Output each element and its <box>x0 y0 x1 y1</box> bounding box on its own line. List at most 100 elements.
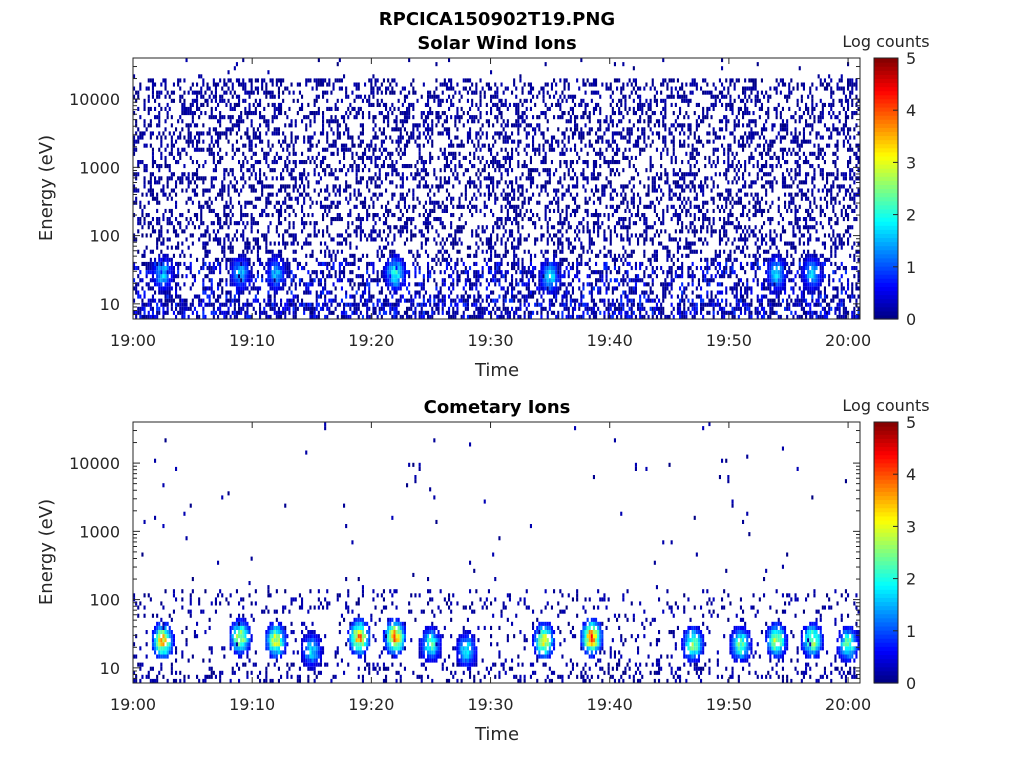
heatmap-cell <box>469 78 472 83</box>
heatmap-cell <box>368 147 371 152</box>
heatmap-cell <box>574 196 577 201</box>
heatmap-cell <box>544 278 547 283</box>
heatmap-cell <box>515 111 518 116</box>
heatmap-cell <box>584 208 587 213</box>
heatmap-cell <box>479 111 482 116</box>
heatmap-cell <box>496 115 499 120</box>
heatmap-cell <box>506 306 509 311</box>
heatmap-cell <box>399 192 402 197</box>
heatmap-cell <box>170 123 173 128</box>
heatmap-cell <box>586 151 589 156</box>
heatmap-cell <box>374 172 377 177</box>
heatmap-cell <box>248 274 251 279</box>
heatmap-cell <box>475 286 478 291</box>
heatmap-cell <box>422 278 425 283</box>
heatmap-cell <box>433 200 436 205</box>
heatmap-cell <box>217 139 220 144</box>
heatmap-cell <box>450 302 453 307</box>
heatmap-cell <box>406 192 409 197</box>
heatmap-cell <box>221 115 224 120</box>
heatmap-cell <box>353 253 356 258</box>
heatmap-cell <box>435 78 438 83</box>
heatmap-cell <box>183 90 186 95</box>
heatmap-cell <box>368 294 371 299</box>
heatmap-cell <box>475 314 478 319</box>
heatmap-cell <box>471 282 474 287</box>
heatmap-cell <box>504 204 507 209</box>
heatmap-cell <box>414 139 417 144</box>
heatmap-cell <box>305 302 308 307</box>
heatmap-cell <box>466 131 469 136</box>
heatmap-cell <box>263 184 266 189</box>
heatmap-cell <box>149 266 152 271</box>
heatmap-cell <box>290 302 293 307</box>
heatmap-cell <box>389 278 392 283</box>
heatmap-cell <box>460 115 463 120</box>
heatmap-cell <box>265 314 268 319</box>
heatmap-cell <box>412 90 415 95</box>
heatmap-cell <box>168 176 171 181</box>
heatmap-cell <box>208 233 211 238</box>
heatmap-cell <box>292 233 295 238</box>
heatmap-cell <box>416 282 419 287</box>
heatmap-cell <box>466 302 469 307</box>
heatmap-cell <box>567 270 570 275</box>
heatmap-cell <box>592 200 595 205</box>
heatmap-cell <box>492 160 495 165</box>
heatmap-cell <box>475 204 478 209</box>
heatmap-cell <box>292 221 295 226</box>
heatmap-cell <box>544 204 547 209</box>
heatmap-cell <box>332 131 335 136</box>
heatmap-cell <box>391 164 394 169</box>
heatmap-cell <box>246 261 249 266</box>
heatmap-cell <box>387 270 390 275</box>
heatmap-cell <box>330 200 333 205</box>
heatmap-cell <box>351 253 354 258</box>
heatmap-cell <box>550 266 553 271</box>
heatmap-cell <box>254 106 257 111</box>
heatmap-cell <box>403 298 406 303</box>
heatmap-cell <box>553 208 556 213</box>
heatmap-cell <box>525 176 528 181</box>
heatmap-cell <box>366 208 369 213</box>
heatmap-cell <box>175 261 178 266</box>
heatmap-cell <box>137 290 140 295</box>
heatmap-cell <box>250 278 253 283</box>
heatmap-cell <box>452 196 455 201</box>
heatmap-cell <box>353 257 356 262</box>
heatmap-cell <box>229 208 232 213</box>
heatmap-cell <box>223 253 226 258</box>
heatmap-cell <box>313 111 316 116</box>
heatmap-cell <box>559 180 562 185</box>
heatmap-cell <box>328 82 331 87</box>
heatmap-cell <box>149 172 152 177</box>
heatmap-cell <box>135 314 138 319</box>
heatmap-cell <box>294 176 297 181</box>
heatmap-cell <box>529 257 532 262</box>
heatmap-cell <box>597 127 600 132</box>
heatmap-cell <box>498 266 501 271</box>
heatmap-cell <box>448 274 451 279</box>
heatmap-cell <box>164 147 167 152</box>
heatmap-cell <box>511 196 514 201</box>
heatmap-cell <box>326 131 329 136</box>
heatmap-cell <box>588 196 591 201</box>
heatmap-cell <box>391 172 394 177</box>
heatmap-cell <box>359 294 362 299</box>
heatmap-cell <box>504 310 507 315</box>
heatmap-cell <box>351 151 354 156</box>
heatmap-cell <box>456 241 459 246</box>
heatmap-cell <box>141 306 144 311</box>
heatmap-cell <box>303 282 306 287</box>
heatmap-cell <box>166 290 169 295</box>
heatmap-cell <box>351 310 354 315</box>
heatmap-cell <box>324 172 327 177</box>
heatmap-cell <box>223 82 226 87</box>
heatmap-cell <box>229 274 232 279</box>
heatmap-cell <box>269 249 272 254</box>
heatmap-cell <box>517 290 520 295</box>
heatmap-cell <box>374 115 377 120</box>
heatmap-cell <box>166 111 169 116</box>
heatmap-cell <box>204 290 207 295</box>
heatmap-cell <box>183 98 186 103</box>
